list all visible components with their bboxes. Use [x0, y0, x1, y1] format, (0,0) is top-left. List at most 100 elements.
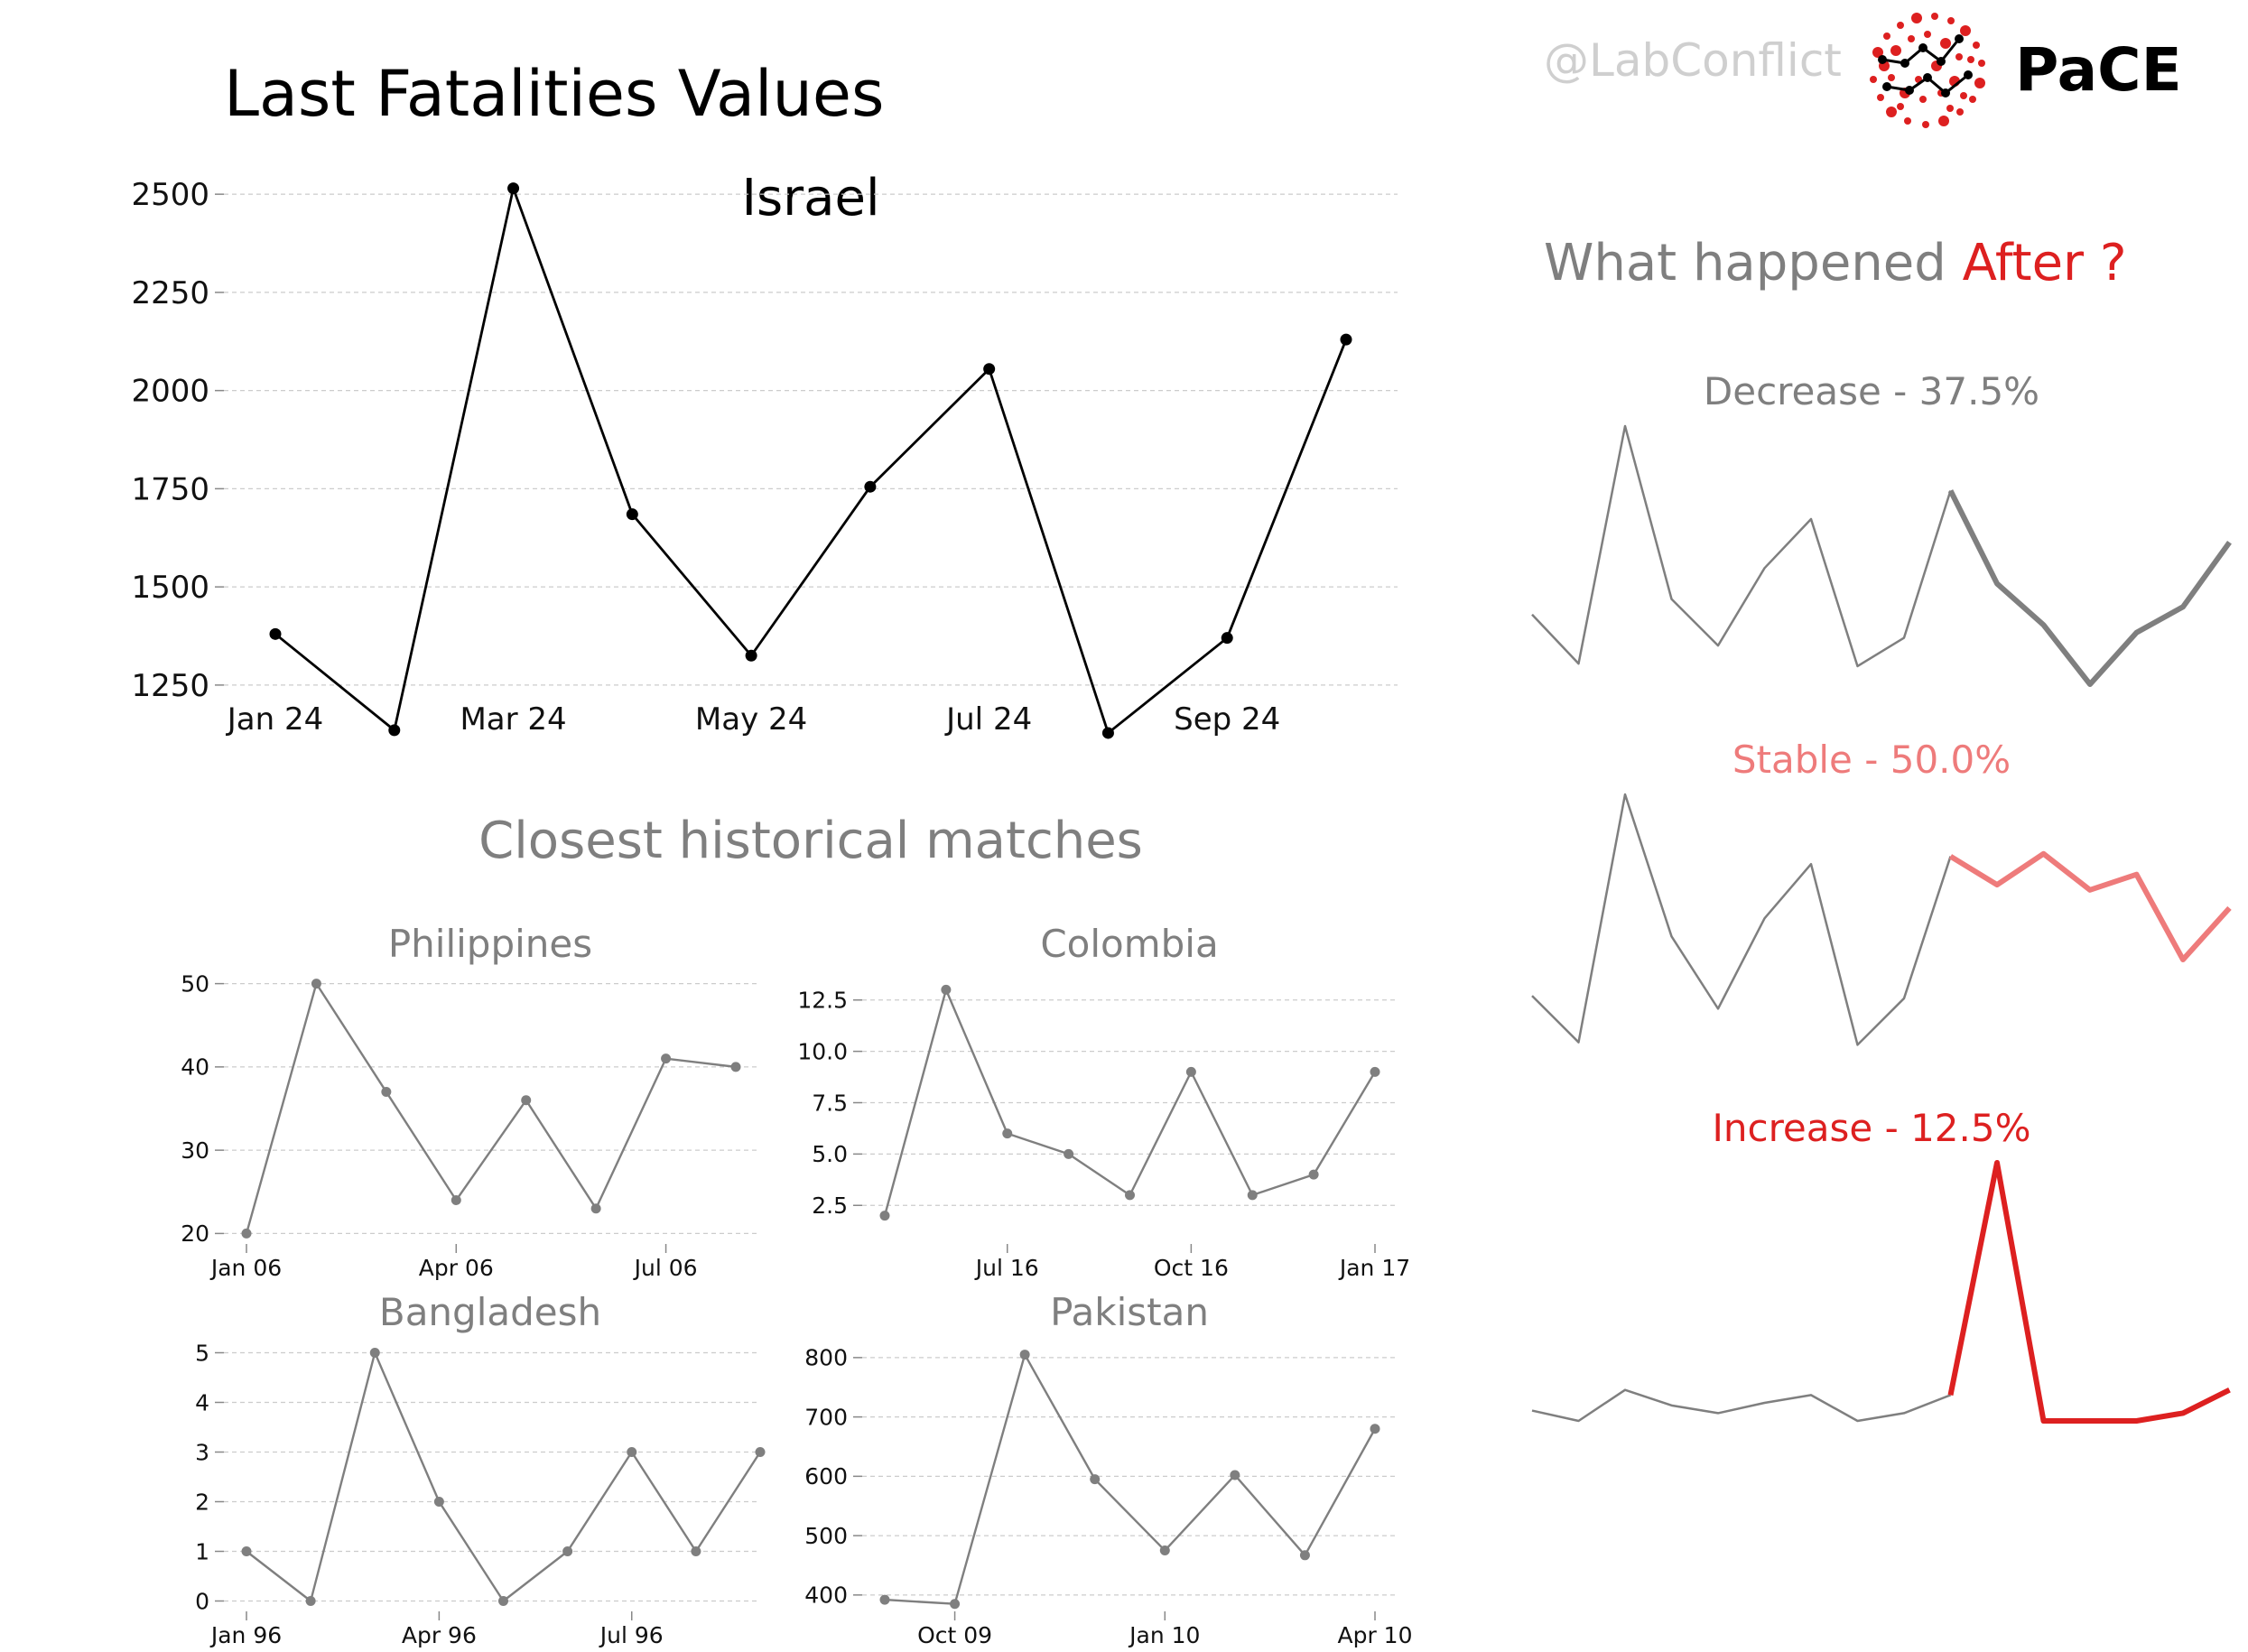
data-point [730, 1062, 741, 1072]
y-tick-label: 400 [804, 1582, 848, 1609]
y-tick-label: 1500 [131, 570, 209, 606]
match-chart-philippines: Philippines 20 30 40 50 Jan 06 Apr 06 Jul 06 [181, 922, 760, 1281]
data-point [507, 182, 520, 195]
y-tick-label: 2250 [131, 275, 209, 311]
history-line [1531, 1388, 1951, 1423]
data-point [1247, 1190, 1258, 1201]
x-tick-label: Jul 96 [599, 1622, 664, 1648]
data-point [1101, 727, 1114, 739]
data-point [1159, 1545, 1170, 1556]
x-tick-label: Jul 24 [944, 701, 1032, 738]
chart-title: Bangladesh [379, 1290, 601, 1334]
y-tick-label: 600 [804, 1463, 848, 1490]
logo-dot [1974, 78, 1985, 88]
logo-dot [1973, 42, 1980, 49]
x-tick-label: Mar 24 [460, 701, 566, 738]
y-tick-label: 4 [195, 1389, 209, 1415]
logo-node [1964, 70, 1973, 79]
data-point [941, 984, 952, 995]
chart-title: Pakistan [1050, 1290, 1209, 1334]
future-line [1947, 489, 2232, 687]
data-point [498, 1596, 508, 1606]
series-line [246, 1351, 762, 1602]
outcome-panel: Decrease - 37.5% [1531, 369, 2232, 687]
after-title-emphasis: After ? [1963, 234, 2127, 292]
y-tick-label: 2 [195, 1489, 209, 1515]
logo-dot [1960, 25, 1971, 36]
logo-dot [1908, 35, 1915, 42]
x-tick-label: May 24 [695, 701, 807, 738]
logo-dot [1960, 92, 1967, 99]
logo-node [1937, 57, 1946, 66]
x-tick-label: Apr 10 [1337, 1622, 1412, 1648]
outcome-label: Increase - 12.5% [1712, 1106, 2030, 1150]
logo-dot [1886, 107, 1897, 117]
data-point [879, 1594, 890, 1605]
data-point [269, 627, 282, 640]
logo-dot [1919, 96, 1927, 103]
data-point [590, 1203, 601, 1214]
logo-dot [1890, 45, 1901, 56]
data-point [627, 1447, 637, 1457]
after-title-prefix: What happened [1544, 234, 1963, 292]
data-point [1299, 1550, 1310, 1561]
page-title: Last Fatalities Values [224, 57, 884, 131]
match-chart-pakistan: Pakistan 400 500 600 700 800 Oct 09 Jan 10 Apr 1… [804, 1290, 1412, 1648]
outcome-panel: Stable - 50.0% [1531, 738, 2232, 1046]
data-point [1370, 1424, 1380, 1434]
logo-node [1882, 82, 1891, 91]
logo-dot [1877, 94, 1884, 101]
logo-dot [1904, 117, 1911, 125]
logo-dot [1969, 96, 1976, 103]
data-point [305, 1596, 316, 1606]
logo-dot [1911, 13, 1922, 23]
logo-dot [1888, 74, 1895, 81]
y-tick-label: 20 [181, 1220, 209, 1247]
x-tick-label: Jan 10 [1128, 1622, 1200, 1648]
main-chart-israel: Israel 1250 1500 1750 2000 2250 2500 Jan 24 Mar … [131, 169, 1398, 739]
data-point [1064, 1148, 1074, 1159]
series-line [274, 187, 1348, 735]
y-tick-label: 12.5 [797, 988, 848, 1014]
logo-dot [1938, 116, 1949, 126]
future-line [1947, 1160, 2231, 1424]
logo-dot [1922, 121, 1929, 128]
data-point [879, 1211, 890, 1221]
y-tick-label: 10.0 [797, 1038, 848, 1064]
data-point [562, 1546, 573, 1556]
y-tick-label: 2500 [131, 177, 209, 213]
outcome-panels: Decrease - 37.5% Stable - 50.0% Increase -… [1531, 369, 2232, 1424]
x-tick-label: Jan 24 [226, 701, 323, 738]
history-line [1531, 424, 1952, 668]
data-point [521, 1095, 532, 1106]
logo-dot [1940, 38, 1951, 49]
data-point [691, 1546, 701, 1556]
x-tick-label: Oct 09 [917, 1622, 992, 1648]
logo-node [1918, 43, 1928, 52]
logo-node [1923, 73, 1932, 82]
x-tick-label: Jan 06 [209, 1255, 282, 1281]
y-tick-label: 700 [804, 1404, 848, 1430]
data-point [1019, 1350, 1030, 1360]
x-tick-label: Jan 96 [209, 1622, 282, 1648]
y-tick-label: 1 [195, 1538, 209, 1564]
logo-dot [1978, 60, 1985, 67]
data-point [381, 1087, 392, 1098]
data-point [451, 1194, 461, 1205]
logo-dot [1883, 32, 1890, 40]
chart-title: Colombia [1040, 922, 1218, 966]
x-tick-label: Apr 06 [419, 1255, 494, 1281]
series-line [884, 1353, 1377, 1605]
pace-logo: PaCE [1870, 13, 2182, 128]
data-point [626, 508, 638, 521]
y-tick-label: 0 [195, 1588, 209, 1614]
after-title: What happened After ? [1544, 234, 2127, 292]
y-tick-label: 7.5 [812, 1090, 848, 1116]
logo-dot [1870, 76, 1877, 83]
logo-node [1900, 59, 1909, 68]
logo-dot [1955, 53, 1963, 60]
data-point [241, 1228, 252, 1239]
data-point [1002, 1128, 1013, 1139]
x-tick-label: Jan 17 [1338, 1255, 1410, 1281]
data-point [1125, 1190, 1135, 1201]
